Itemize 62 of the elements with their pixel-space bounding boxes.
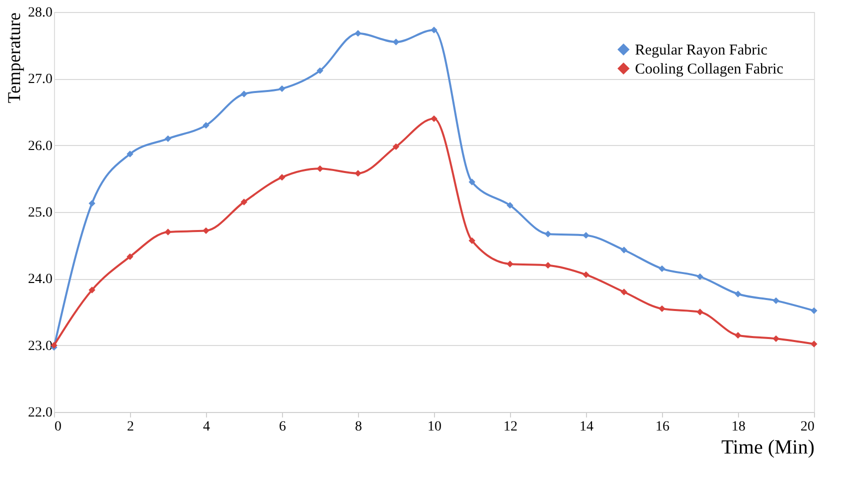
y-tick-label: 24.0 bbox=[28, 272, 52, 288]
point bbox=[696, 308, 704, 316]
point bbox=[430, 115, 438, 122]
x-tick-label: 2 bbox=[127, 420, 134, 434]
x-tick-label: 18 bbox=[732, 420, 746, 434]
x-tick-label: 6 bbox=[279, 420, 286, 434]
point bbox=[696, 273, 704, 280]
point bbox=[810, 307, 818, 314]
point bbox=[240, 198, 248, 206]
x-tick-label: 10 bbox=[428, 420, 442, 434]
x-tick-label: 14 bbox=[580, 420, 594, 434]
point bbox=[164, 228, 172, 236]
point bbox=[544, 230, 552, 238]
point bbox=[202, 227, 210, 234]
y-tick-label: 23.0 bbox=[28, 338, 52, 354]
x-tick-label: 8 bbox=[355, 420, 362, 434]
point bbox=[506, 260, 514, 268]
point bbox=[468, 178, 476, 186]
point bbox=[544, 262, 552, 269]
point bbox=[658, 265, 666, 272]
point bbox=[126, 253, 134, 260]
point bbox=[620, 288, 628, 296]
point bbox=[430, 26, 438, 34]
point bbox=[582, 271, 590, 278]
point bbox=[582, 232, 590, 239]
x-tick-label: 4 bbox=[203, 420, 210, 434]
point bbox=[88, 286, 96, 294]
legend-label: Cooling Collagen Fabric bbox=[635, 62, 784, 78]
point bbox=[468, 237, 476, 244]
point bbox=[240, 90, 248, 98]
y-tick-label: 27.0 bbox=[28, 72, 52, 88]
point bbox=[164, 135, 172, 142]
x-tick-label: 12 bbox=[504, 420, 518, 434]
y-tick-label: 25.0 bbox=[28, 206, 52, 220]
point bbox=[278, 174, 286, 181]
y-axis-title: Temperature bbox=[4, 12, 24, 104]
point bbox=[506, 202, 514, 209]
legend-label: Regular Rayon Fabric bbox=[635, 42, 768, 58]
point bbox=[316, 67, 324, 74]
x-tick-label: 0 bbox=[54, 420, 62, 434]
point bbox=[772, 297, 780, 304]
y-tick-label: 22.0 bbox=[28, 406, 52, 420]
point bbox=[316, 165, 324, 172]
point bbox=[734, 290, 742, 298]
point bbox=[354, 170, 362, 177]
y-tick-label: 28.0 bbox=[28, 6, 52, 20]
x-axis-title: Time (Min) bbox=[721, 436, 814, 458]
point bbox=[354, 30, 362, 37]
point bbox=[126, 150, 134, 158]
y-tick-label: 26.0 bbox=[28, 138, 52, 154]
point bbox=[734, 332, 742, 339]
point bbox=[88, 200, 96, 207]
x-tick-label: 20 bbox=[800, 420, 814, 434]
point bbox=[202, 122, 210, 129]
point bbox=[392, 143, 400, 150]
point bbox=[658, 305, 666, 312]
point bbox=[392, 38, 400, 46]
point bbox=[772, 335, 780, 342]
point bbox=[620, 246, 628, 254]
x-tick-label: 16 bbox=[656, 420, 670, 434]
point bbox=[278, 85, 286, 92]
point bbox=[810, 340, 818, 348]
